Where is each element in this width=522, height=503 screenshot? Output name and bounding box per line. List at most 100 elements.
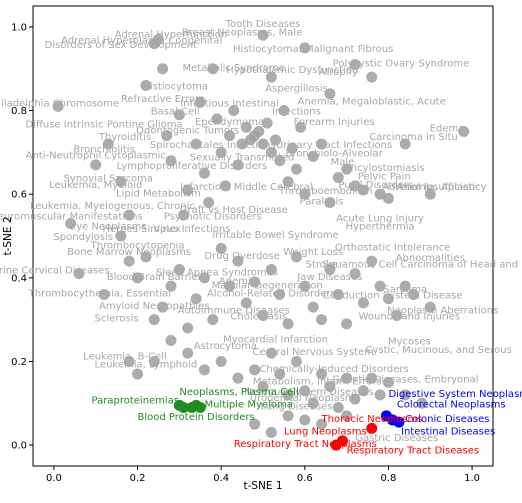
background-point	[211, 113, 223, 125]
gray-point-label: Cholestasis	[230, 312, 287, 323]
x-axis-title: t-SNE 1	[243, 480, 282, 492]
background-point	[215, 146, 227, 158]
gray-point-label: Lipid Metabolism	[116, 188, 201, 199]
background-point	[140, 251, 152, 263]
gray-point-label: Stroke	[306, 259, 338, 270]
background-point	[324, 197, 336, 209]
background-point	[349, 268, 361, 280]
background-point	[215, 243, 227, 255]
background-point	[332, 289, 344, 301]
background-point	[270, 134, 282, 146]
gray-point-label: Bronchiolitis	[73, 144, 134, 155]
background-point	[190, 293, 202, 305]
background-point	[165, 335, 177, 347]
gray-point-label: Thyroiditis	[98, 132, 151, 143]
highlight-label-red: Respiratory Tract Diseases	[347, 445, 480, 456]
highlight-label-blue: Digestive System Neoplasms	[388, 389, 522, 400]
highlight-point-green	[178, 401, 190, 413]
gray-point-label: Infections	[272, 107, 321, 118]
gray-point-label: Breast Neoplasms, Male	[182, 27, 303, 38]
background-point	[295, 121, 307, 133]
gray-point-label: Leukemia, Lymphoid	[95, 360, 198, 371]
gray-point-label: Metabolic Syndrome	[183, 63, 285, 74]
background-point	[416, 397, 428, 409]
gray-point-label: Autoimmune Diseases	[178, 305, 290, 316]
background-point	[123, 209, 135, 221]
background-point	[265, 347, 277, 359]
background-point	[249, 418, 261, 430]
gray-point-label: Hyperthermia	[346, 222, 415, 233]
background-point	[203, 197, 215, 209]
background-point	[102, 138, 114, 150]
background-point	[332, 171, 344, 183]
background-point	[374, 389, 386, 401]
gray-point-label: Diffuse Intrinsic Pontine Glioma	[26, 119, 183, 130]
gray-point-label: Hypothalamic Dysfunction	[226, 65, 358, 76]
background-point	[299, 42, 311, 54]
background-point	[290, 355, 302, 367]
highlight-label-red: Lung Neoplasms	[284, 427, 367, 438]
y-tick-label: 0.4	[11, 273, 27, 284]
background-point	[324, 263, 336, 275]
background-point	[316, 314, 328, 326]
gray-point-label: Eye Neoplasms	[70, 222, 147, 233]
gray-point-label: Anemia	[219, 276, 257, 287]
background-point	[299, 385, 311, 397]
gray-point-label: Leukemia, B-Cell	[83, 351, 167, 362]
background-point	[374, 188, 386, 200]
background-point	[332, 401, 344, 413]
plot-area-frame	[32, 5, 494, 467]
background-point	[316, 418, 328, 430]
background-point	[161, 130, 173, 142]
y-tick-label: 0.8	[11, 106, 27, 117]
gray-point-label: Thrombocytopenia	[90, 241, 185, 252]
gray-point-label: Uterine Cervical Diseases	[0, 266, 110, 277]
background-point	[307, 397, 319, 409]
background-point	[349, 180, 361, 192]
gray-point-label: Sexually Transmitted	[190, 153, 295, 164]
gray-point-label: Edema	[430, 123, 465, 134]
background-point	[219, 180, 231, 192]
background-point	[198, 167, 210, 179]
background-point	[173, 109, 185, 121]
background-point	[232, 255, 244, 267]
gray-point-label: Jaw Diseases	[296, 272, 362, 283]
gray-point-label: Mycoses	[388, 337, 431, 348]
background-point	[52, 100, 64, 112]
background-point	[90, 159, 102, 171]
background-point	[366, 372, 378, 384]
highlight-label-green: Blood Protein Disorders	[138, 412, 255, 423]
highlight-label-red: Respiratory Tract Neoplasms	[234, 439, 377, 450]
gray-point-label: Psychotic Disorders	[164, 211, 262, 222]
background-point	[73, 268, 85, 280]
background-point	[253, 125, 265, 137]
gray-point-label: Disorders of Sex Development	[45, 40, 197, 51]
background-point	[207, 63, 219, 75]
background-point	[232, 159, 244, 171]
gray-point-label: Histiocytoma	[142, 82, 208, 93]
background-point	[341, 318, 353, 330]
x-tick-label: 0.4	[213, 473, 229, 484]
highlight-label-blue: Intestinal Diseases	[401, 427, 495, 438]
background-point	[215, 355, 227, 367]
background-point	[228, 105, 240, 117]
background-point	[307, 151, 319, 163]
x-tick-label: 0.2	[130, 473, 146, 484]
background-point	[299, 188, 311, 200]
background-point	[249, 276, 261, 288]
background-point	[382, 376, 394, 388]
background-point	[274, 368, 286, 380]
gray-point-label: Refractive Errors	[121, 94, 204, 105]
highlight-label-blue: Colorectal Neoplasms	[397, 399, 506, 410]
gray-point-label: Blood-Brain Barrier	[107, 272, 203, 283]
gray-point-label: Alcohol-Related Disorders	[207, 289, 336, 300]
background-point	[98, 289, 110, 301]
background-point	[173, 263, 185, 275]
highlight-label-blue: Colonic Diseases	[405, 414, 489, 425]
gray-point-label: Odontogenic Tumors	[136, 126, 239, 137]
gray-point-label: Gastric Diseases	[355, 433, 438, 444]
background-point	[148, 314, 160, 326]
background-point	[341, 163, 353, 175]
